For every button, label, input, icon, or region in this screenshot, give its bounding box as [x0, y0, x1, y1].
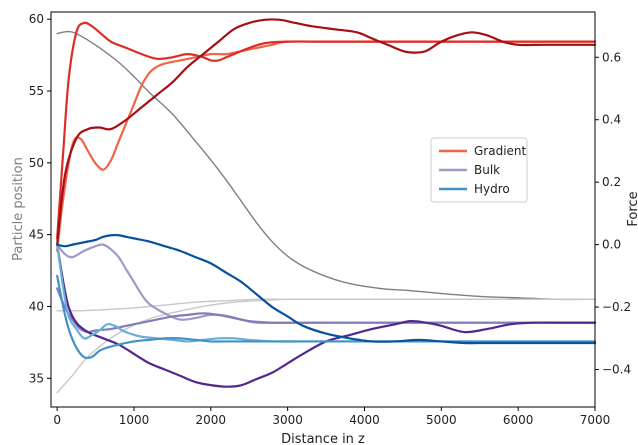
series-line-10 — [56, 243, 597, 343]
x-tick-label: 0 — [53, 413, 61, 427]
right-y-tick-label: 0.4 — [602, 113, 621, 127]
x-tick-label: 2000 — [196, 413, 227, 427]
legend-label: Bulk — [474, 163, 500, 177]
x-tick-label: 6000 — [503, 413, 534, 427]
left-y-tick-label: 55 — [29, 84, 44, 98]
series-layer — [56, 18, 597, 394]
x-tick-label: 1000 — [119, 413, 150, 427]
series-line-11 — [56, 274, 597, 360]
left-y-tick-label: 40 — [29, 299, 44, 313]
left-y-tick-label: 50 — [29, 156, 44, 170]
x-axis-ticks: 0 1000 2000 3000 4000 5000 6000 7000 — [53, 407, 610, 427]
right-y-tick-label: 0.2 — [602, 175, 621, 189]
right-y-axis-label: Force — [626, 191, 638, 226]
series-line-3 — [56, 298, 596, 312]
x-tick-label: 4000 — [349, 413, 380, 427]
left-y-axis-ticks: 35 40 45 50 55 60 — [29, 12, 51, 385]
plot-frame — [50, 11, 596, 408]
series-line-8 — [56, 287, 597, 334]
left-y-tick-label: 60 — [29, 12, 44, 26]
x-tick-label: 7000 — [580, 413, 611, 427]
legend-label: Hydro — [474, 182, 510, 196]
right-y-tick-label: −0.4 — [602, 363, 631, 377]
x-axis-label: Distance in z — [281, 432, 365, 445]
series-line-6 — [56, 18, 597, 246]
series-line-1 — [56, 30, 596, 301]
series-line-9 — [56, 243, 597, 388]
left-y-axis-label: Particle position — [11, 157, 26, 261]
x-tick-label: 3000 — [272, 413, 303, 427]
legend-box — [430, 137, 528, 203]
x-tick-label: 5000 — [426, 413, 457, 427]
legend-label: Gradient — [474, 144, 527, 158]
right-y-axis-ticks: −0.4 −0.2 0.0 0.2 0.4 0.6 — [595, 50, 631, 377]
left-y-tick-label: 35 — [29, 371, 44, 385]
right-y-tick-label: 0.6 — [602, 50, 621, 64]
legend: Gradient Bulk Hydro — [430, 137, 528, 203]
right-y-tick-label: −0.2 — [602, 300, 631, 314]
series-line-12 — [56, 233, 597, 345]
series-line-7 — [56, 243, 597, 325]
series-line-5 — [56, 21, 597, 240]
series-line-2 — [56, 298, 596, 394]
left-y-tick-label: 45 — [29, 228, 44, 242]
right-y-tick-label: 0.0 — [602, 238, 621, 252]
